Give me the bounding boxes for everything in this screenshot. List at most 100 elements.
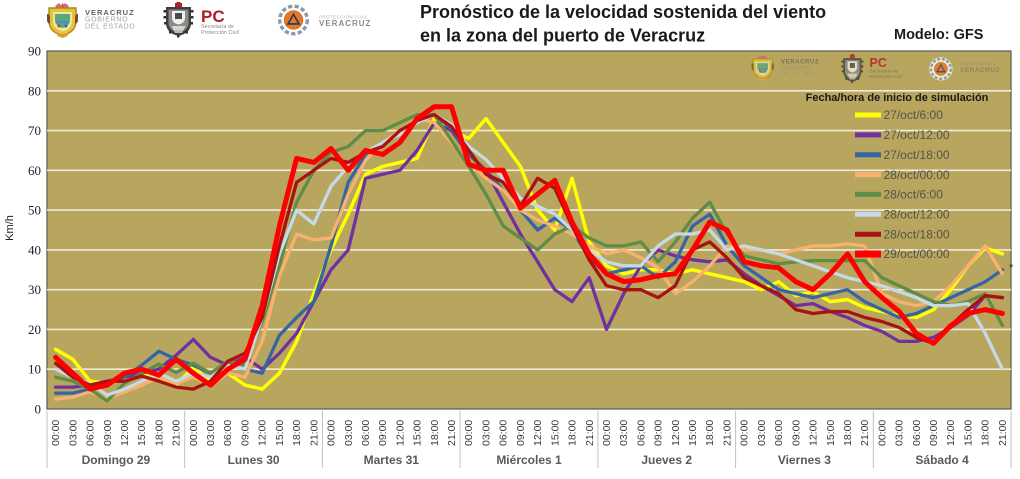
svg-text:03:00: 03:00: [67, 420, 79, 446]
svg-text:15:00: 15:00: [825, 420, 837, 446]
svg-text:PROTECCIÓN CIVIL: PROTECCIÓN CIVIL: [319, 14, 368, 20]
svg-text:Jueves 2: Jueves 2: [641, 453, 692, 467]
svg-text:06:00: 06:00: [222, 420, 234, 446]
svg-text:18:00: 18:00: [842, 420, 854, 446]
svg-text:12:00: 12:00: [808, 420, 820, 446]
svg-text:06:00: 06:00: [635, 420, 647, 446]
svg-text:18:00: 18:00: [429, 420, 441, 446]
svg-text:15:00: 15:00: [963, 420, 975, 446]
svg-text:20: 20: [28, 322, 41, 337]
svg-text:00:00: 00:00: [326, 420, 338, 446]
svg-text:Fecha/hora de inicio de simula: Fecha/hora de inicio de simulación: [806, 92, 989, 104]
svg-text:30: 30: [28, 282, 41, 297]
svg-text:18:00: 18:00: [567, 420, 579, 446]
svg-text:21:00: 21:00: [859, 420, 871, 446]
svg-text:PROTECCIÓN CIVIL: PROTECCIÓN CIVIL: [960, 61, 996, 66]
svg-text:VERACRUZ: VERACRUZ: [960, 67, 1000, 74]
svg-text:Lunes 30: Lunes 30: [228, 453, 280, 467]
svg-text:03:00: 03:00: [618, 420, 630, 446]
svg-text:28/oct/18:00: 28/oct/18:00: [884, 227, 950, 241]
svg-text:06:00: 06:00: [85, 420, 97, 446]
svg-text:27/oct/12:00: 27/oct/12:00: [884, 128, 950, 142]
svg-text:18:00: 18:00: [704, 420, 716, 446]
svg-text:21:00: 21:00: [446, 420, 458, 446]
svg-text:28/oct/6:00: 28/oct/6:00: [884, 188, 944, 202]
svg-text:15:00: 15:00: [687, 420, 699, 446]
svg-text:40: 40: [28, 242, 41, 257]
svg-text:80: 80: [28, 83, 41, 98]
svg-text:0: 0: [35, 402, 42, 417]
svg-text:06:00: 06:00: [773, 420, 785, 446]
svg-text:Sábado 4: Sábado 4: [915, 453, 969, 467]
svg-text:15:00: 15:00: [412, 420, 424, 446]
svg-text:09:00: 09:00: [377, 420, 389, 446]
svg-text:Secretaría de: Secretaría de: [201, 24, 234, 30]
svg-text:12:00: 12:00: [394, 420, 406, 446]
svg-text:15:00: 15:00: [549, 420, 561, 446]
svg-text:21:00: 21:00: [308, 420, 320, 446]
svg-text:15:00: 15:00: [136, 420, 148, 446]
svg-text:Martes 31: Martes 31: [364, 453, 420, 467]
svg-text:21:00: 21:00: [722, 420, 734, 446]
svg-text:Miércoles 1: Miércoles 1: [496, 453, 562, 467]
svg-text:Viernes 3: Viernes 3: [778, 453, 831, 467]
svg-text:VERACRUZ: VERACRUZ: [85, 8, 135, 17]
svg-text:DEL ESTADO: DEL ESTADO: [85, 24, 136, 31]
svg-text:60: 60: [28, 163, 41, 178]
svg-text:VERACRUZ: VERACRUZ: [781, 60, 819, 66]
svg-text:00:00: 00:00: [876, 420, 888, 446]
svg-text:12:00: 12:00: [119, 420, 131, 446]
svg-text:09:00: 09:00: [790, 420, 802, 446]
svg-text:12:00: 12:00: [670, 420, 682, 446]
svg-text:28/oct/00:00: 28/oct/00:00: [884, 168, 950, 182]
svg-text:90: 90: [28, 44, 41, 59]
svg-text:DEL ESTADO: DEL ESTADO: [781, 72, 816, 78]
svg-text:Pronóstico de la velocidad sos: Pronóstico de la velocidad sostenida del…: [420, 2, 826, 22]
svg-text:Protección Civil: Protección Civil: [201, 30, 239, 36]
svg-text:03:00: 03:00: [894, 420, 906, 446]
svg-text:00:00: 00:00: [188, 420, 200, 446]
svg-text:00:00: 00:00: [739, 420, 751, 446]
svg-text:Domingo 29: Domingo 29: [82, 453, 151, 467]
svg-text:Modelo: GFS: Modelo: GFS: [894, 27, 984, 43]
svg-text:Secretaría de: Secretaría de: [870, 69, 899, 75]
svg-text:06:00: 06:00: [360, 420, 372, 446]
svg-text:12:00: 12:00: [532, 420, 544, 446]
svg-text:09:00: 09:00: [240, 420, 252, 446]
svg-text:09:00: 09:00: [653, 420, 665, 446]
svg-text:03:00: 03:00: [343, 420, 355, 446]
svg-text:Km/h: Km/h: [4, 215, 16, 241]
svg-text:21:00: 21:00: [997, 420, 1009, 446]
svg-text:27/oct/18:00: 27/oct/18:00: [884, 148, 950, 162]
svg-text:09:00: 09:00: [928, 420, 940, 446]
svg-text:VERACRUZ: VERACRUZ: [319, 19, 371, 28]
svg-text:03:00: 03:00: [756, 420, 768, 446]
svg-text:PC: PC: [870, 56, 887, 70]
svg-text:00:00: 00:00: [50, 420, 62, 446]
svg-text:15:00: 15:00: [274, 420, 286, 446]
svg-text:Protección Civil: Protección Civil: [870, 74, 903, 80]
svg-text:03:00: 03:00: [205, 420, 217, 446]
svg-text:28/oct/12:00: 28/oct/12:00: [884, 208, 950, 222]
svg-text:09:00: 09:00: [102, 420, 114, 446]
svg-text:29/oct/00:00: 29/oct/00:00: [884, 247, 950, 261]
svg-text:00:00: 00:00: [463, 420, 475, 446]
svg-text:21:00: 21:00: [171, 420, 183, 446]
svg-text:00:00: 00:00: [601, 420, 613, 446]
svg-text:18:00: 18:00: [153, 420, 165, 446]
svg-text:03:00: 03:00: [481, 420, 493, 446]
svg-text:GOBIERNO: GOBIERNO: [781, 66, 811, 72]
svg-text:06:00: 06:00: [498, 420, 510, 446]
svg-text:10: 10: [28, 362, 41, 377]
svg-text:09:00: 09:00: [515, 420, 527, 446]
svg-text:18:00: 18:00: [980, 420, 992, 446]
svg-text:12:00: 12:00: [257, 420, 269, 446]
svg-text:21:00: 21:00: [584, 420, 596, 446]
svg-text:70: 70: [28, 123, 41, 138]
svg-text:50: 50: [28, 203, 41, 218]
svg-text:GOBIERNO: GOBIERNO: [85, 17, 128, 24]
svg-text:27/oct/6:00: 27/oct/6:00: [884, 108, 944, 122]
svg-text:06:00: 06:00: [911, 420, 923, 446]
svg-text:*: *: [1009, 262, 1014, 274]
svg-text:PC: PC: [201, 7, 225, 26]
